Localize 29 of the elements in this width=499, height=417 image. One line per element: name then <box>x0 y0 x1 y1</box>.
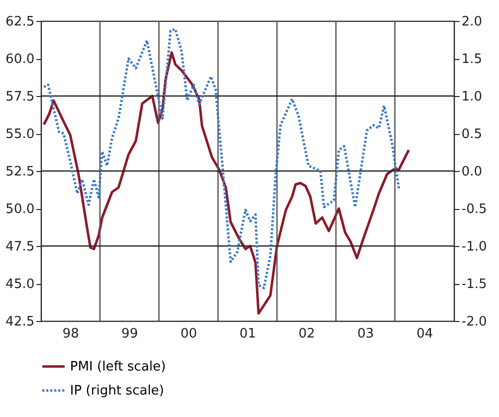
y2-tick-label: 2.0 <box>462 14 482 30</box>
y2-tick-label: 1.5 <box>462 52 482 67</box>
x-tick-label: 01 <box>239 326 256 342</box>
line-series <box>42 51 410 315</box>
x-tick-label: 00 <box>180 326 198 342</box>
y2-tick-label: 0.5 <box>462 127 482 142</box>
line-series <box>42 28 400 290</box>
x-tick-label: 04 <box>416 326 434 342</box>
x-tick-label: 03 <box>357 326 374 342</box>
legend-label: IP (right scale) <box>70 384 164 398</box>
y2-tick-label: 1.0 <box>462 90 482 104</box>
y-tick-label: 47.5 <box>6 240 34 254</box>
y-tick-label: 60.0 <box>6 52 34 67</box>
x-tick-label: 99 <box>121 326 138 342</box>
y2-tick-label: -0.5 <box>462 202 487 217</box>
y-tick-label: 42.5 <box>6 314 34 330</box>
y2-tick-label: -1.5 <box>462 277 487 292</box>
y2-tick-label: -1.0 <box>462 240 487 254</box>
y-tick-label: 45.0 <box>6 277 34 292</box>
x-tick-label: 02 <box>298 326 315 342</box>
y2-tick-label: -2.0 <box>462 314 487 330</box>
y-tick-label: 52.5 <box>6 164 34 180</box>
y-tick-label: 62.5 <box>6 14 34 30</box>
x-tick-label: 98 <box>62 326 80 342</box>
y-tick-label: 55.0 <box>6 127 34 142</box>
y-tick-label: 50.0 <box>6 202 34 217</box>
legend-label: PMI (left scale) <box>70 360 166 374</box>
y2-tick-label: 0.0 <box>462 164 482 180</box>
y-tick-label: 57.5 <box>6 90 34 104</box>
